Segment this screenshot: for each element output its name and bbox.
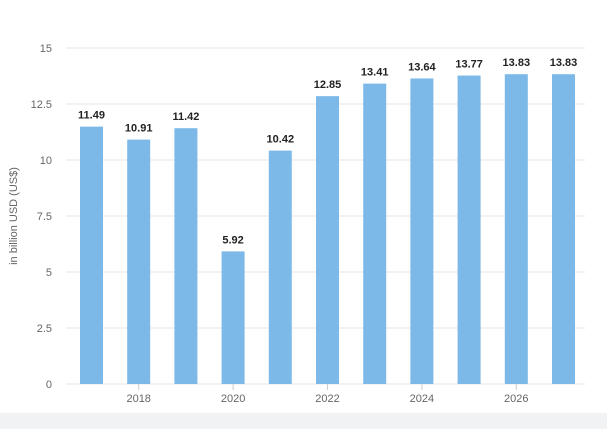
- data-label: 13.83: [503, 57, 531, 69]
- bars: [80, 74, 575, 385]
- bar[interactable]: [80, 126, 103, 385]
- bar[interactable]: [504, 74, 528, 384]
- x-axis-ticks: 2018 2020 2022 2024 2026: [126, 384, 529, 405]
- data-label: 13.64: [408, 61, 436, 73]
- bar[interactable]: [363, 83, 387, 384]
- x-tick-label: 2018: [126, 393, 150, 405]
- x-tick-label: 2020: [221, 393, 245, 405]
- data-label: 13.83: [550, 57, 578, 69]
- y-tick-label: 10: [40, 155, 52, 167]
- bar[interactable]: [316, 96, 339, 384]
- y-axis-label: in billion USD (US$): [8, 167, 20, 265]
- bar[interactable]: [410, 78, 434, 385]
- y-tick-label: 2.5: [37, 323, 52, 335]
- x-tick-label: 2024: [410, 393, 434, 405]
- x-tick-label: 2026: [504, 393, 528, 405]
- y-tick-label: 12.5: [31, 99, 52, 111]
- bar[interactable]: [174, 128, 198, 384]
- data-label: 11.42: [172, 111, 199, 123]
- bottom-divider: [0, 413, 607, 429]
- x-tick-label: 2022: [315, 393, 339, 405]
- y-tick-label: 7.5: [37, 211, 52, 223]
- data-labels: 11.49 10.91 11.42 5.92 10.42 12.85 13.41 13.64 1…: [78, 57, 577, 246]
- data-label: 10.42: [267, 134, 295, 146]
- y-axis-ticks: 0 2.5 5 7.5 10 12.5 15: [31, 43, 52, 391]
- y-tick-label: 5: [46, 267, 52, 279]
- y-tick-label: 0: [46, 379, 52, 391]
- data-label: 5.92: [222, 234, 243, 246]
- data-label: 11.49: [78, 110, 105, 122]
- y-tick-label: 15: [40, 43, 52, 55]
- bar[interactable]: [127, 139, 151, 384]
- bar[interactable]: [552, 74, 575, 384]
- bar[interactable]: [221, 251, 245, 384]
- data-label: 10.91: [125, 123, 153, 135]
- bar[interactable]: [457, 75, 481, 384]
- bar[interactable]: [268, 150, 292, 384]
- data-label: 13.41: [361, 67, 389, 79]
- data-label: 13.77: [455, 59, 483, 71]
- data-label: 12.85: [314, 79, 342, 91]
